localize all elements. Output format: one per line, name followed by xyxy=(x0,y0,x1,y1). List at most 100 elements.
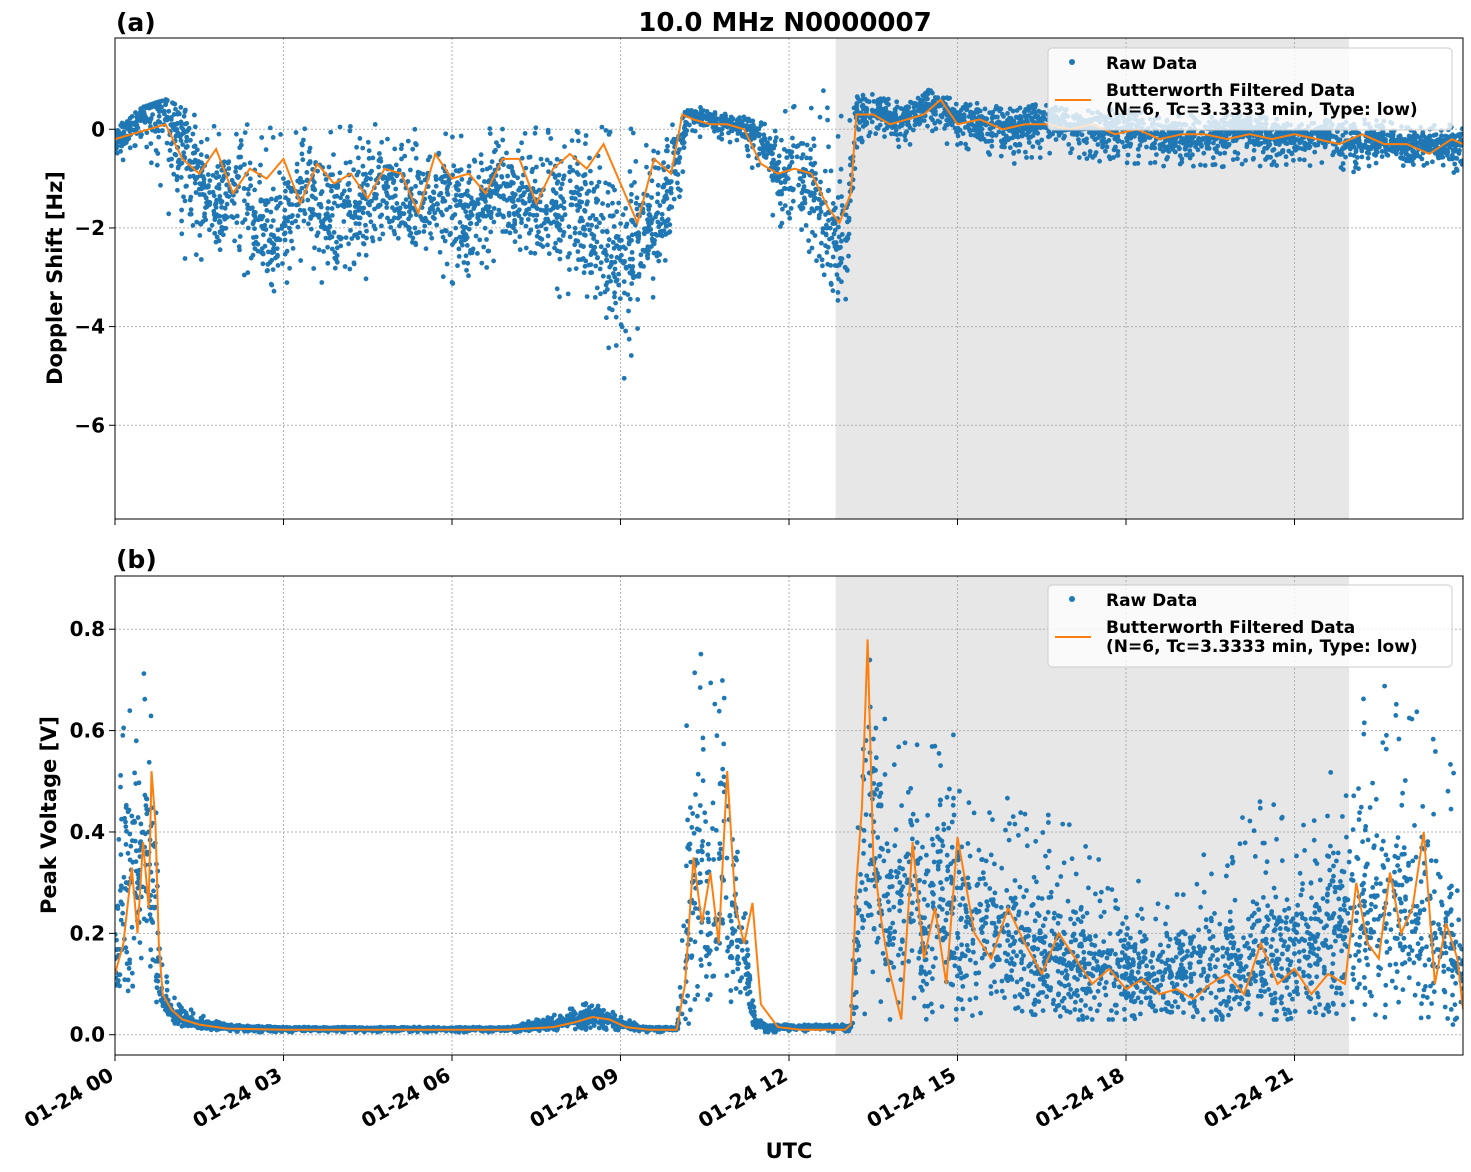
panel-a-raw-point xyxy=(267,125,273,131)
panel-a-raw-point xyxy=(504,150,509,156)
panel-a-raw-point xyxy=(1340,151,1345,157)
panel-a-raw-point xyxy=(698,122,704,128)
panel-a-raw-point xyxy=(307,206,313,212)
panel-a-raw-point xyxy=(484,166,490,172)
panel-a-raw-point xyxy=(376,204,381,209)
panel-a-raw-point xyxy=(156,134,162,140)
panel-a-raw-point xyxy=(1373,160,1379,166)
panel-a-raw-point xyxy=(460,224,466,230)
panel-a-raw-point xyxy=(548,207,553,213)
panel-a-raw-point xyxy=(593,263,599,269)
panel-a-raw-point xyxy=(528,227,534,233)
panel-a-raw-point xyxy=(582,263,588,269)
panel-a-raw-point xyxy=(567,178,573,184)
panel-a-raw-point xyxy=(329,213,335,218)
panel-a-raw-point xyxy=(1177,139,1183,145)
panel-a-raw-point xyxy=(325,182,330,188)
panel-a-raw-point xyxy=(345,194,350,200)
panel-a-raw-point xyxy=(528,250,534,256)
panel-a-raw-point xyxy=(155,151,161,156)
panel-a-raw-point xyxy=(1292,145,1297,151)
panel-a-raw-point xyxy=(500,213,506,219)
panel-a-raw-point xyxy=(1406,133,1412,139)
panel-a-raw-point xyxy=(790,135,795,141)
panel-b-raw-point xyxy=(1187,1000,1193,1006)
panel-a-raw-point xyxy=(379,139,385,145)
panel-a-raw-point xyxy=(1144,144,1149,150)
panel-a-ytick-label-0: 0 xyxy=(91,117,105,141)
panel-a-raw-point xyxy=(837,262,842,268)
panel-a-raw-point xyxy=(650,294,656,300)
panel-b-raw-point xyxy=(1014,953,1020,959)
panel-a-raw-point xyxy=(846,253,851,259)
panel-a-raw-point xyxy=(370,155,376,161)
panel-a-raw-point xyxy=(494,184,499,190)
panel-a-raw-point xyxy=(629,218,634,223)
panel-a-legend: Raw Data Butterworth Filtered Data (N=6, … xyxy=(1047,47,1453,131)
panel-a-raw-point xyxy=(192,124,198,130)
panel-a-raw-point xyxy=(1443,147,1449,153)
panel-a-raw-point xyxy=(326,229,331,235)
panel-a-raw-point xyxy=(803,223,809,228)
panel-a-raw-point xyxy=(809,168,815,174)
panel-b-raw-point xyxy=(148,713,154,719)
panel-a-raw-point xyxy=(1440,162,1446,168)
panel-a-raw-point xyxy=(427,154,433,160)
panel-a-raw-point xyxy=(598,260,604,265)
panel-a-raw-point xyxy=(188,137,193,143)
panel-a-raw-point xyxy=(171,112,177,117)
panel-a-raw-point xyxy=(225,160,231,166)
panel-a-raw-point xyxy=(339,235,344,241)
panel-a-raw-point xyxy=(231,201,237,206)
panel-a-raw-point xyxy=(217,193,223,199)
panel-a-raw-point xyxy=(589,270,595,275)
panel-a-raw-point xyxy=(598,291,603,297)
panel-a-raw-point xyxy=(1166,149,1172,155)
panel-a-raw-point xyxy=(1096,134,1102,140)
panel-a-raw-point xyxy=(649,195,654,200)
panel-a-raw-point xyxy=(280,261,285,266)
panel-a-raw-point xyxy=(217,247,223,253)
panel-a-raw-point xyxy=(179,231,185,237)
panel-a-raw-point xyxy=(164,117,169,122)
panel-a-raw-point xyxy=(134,122,140,128)
panel-a-raw-point xyxy=(591,236,596,242)
panel-b-raw-point xyxy=(892,843,898,849)
panel-a-raw-point xyxy=(424,218,429,224)
panel-a-raw-point xyxy=(412,225,418,231)
panel-a-raw-point xyxy=(544,210,549,216)
panel-a-raw-point xyxy=(1190,152,1195,158)
panel-a-raw-point xyxy=(444,261,450,267)
panel-a-raw-point xyxy=(1342,145,1348,151)
panel-a-raw-point xyxy=(290,246,296,251)
panel-a-raw-point xyxy=(456,254,462,259)
panel-a-raw-point xyxy=(491,219,497,225)
panel-a-raw-point xyxy=(364,235,369,241)
panel-a-raw-point xyxy=(184,166,190,172)
panel-a-raw-point xyxy=(399,156,404,162)
panel-a-raw-point xyxy=(799,155,804,161)
panel-a-raw-point xyxy=(561,229,567,235)
panel-a-raw-point xyxy=(799,227,804,233)
panel-b-raw-point xyxy=(1046,848,1052,854)
panel-a-raw-point xyxy=(883,105,889,111)
panel-a-raw-point xyxy=(614,255,620,260)
panel-a-raw-point xyxy=(1379,154,1385,160)
panel-a-raw-point xyxy=(351,167,356,173)
panel-a-raw-point xyxy=(928,115,934,121)
panel-a-raw-point xyxy=(275,227,281,233)
panel-b-raw-point xyxy=(1180,892,1186,898)
panel-a-raw-point xyxy=(476,174,482,180)
panel-a-raw-point xyxy=(210,189,216,195)
panel-a-raw-point xyxy=(192,150,198,156)
panel-a-raw-point xyxy=(480,167,485,173)
panel-a-raw-point xyxy=(1449,152,1455,158)
panel-a-raw-point xyxy=(905,122,910,128)
panel-a-raw-point xyxy=(282,207,288,213)
panel-a-raw-point xyxy=(377,151,382,156)
panel-a-raw-point xyxy=(807,210,813,216)
panel-a-raw-point xyxy=(1066,142,1072,147)
panel-a-raw-point xyxy=(706,114,712,120)
panel-a-raw-point xyxy=(823,232,829,238)
panel-a-raw-point xyxy=(566,224,572,230)
